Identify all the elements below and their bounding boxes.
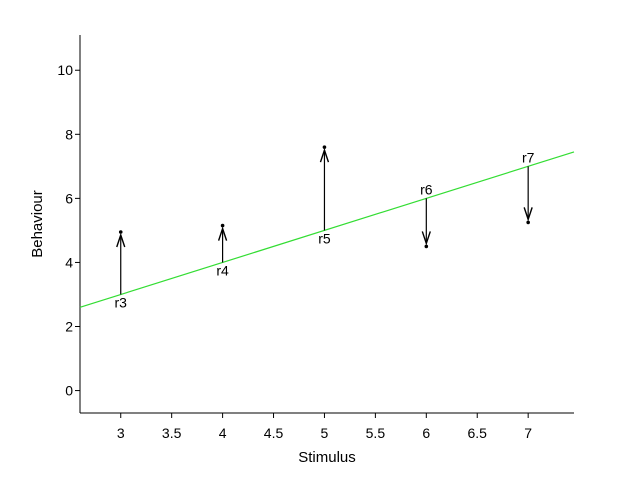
residual-arrow-head [523,207,533,222]
x-tick-label: 3.5 [162,425,182,441]
y-tick-label: 10 [57,62,73,78]
residual-label: r5 [318,230,331,246]
residual-r4: r4 [216,223,229,278]
x-tick-label: 6.5 [468,425,488,441]
x-tick-label: 4.5 [264,425,284,441]
x-tick-label: 4 [219,425,227,441]
residual-r3: r3 [115,230,128,310]
y-tick-label: 6 [65,190,73,206]
residual-label: r7 [522,149,535,165]
observed-point [118,230,123,234]
y-tick-label: 4 [65,254,73,270]
residual-r6: r6 [420,181,433,249]
x-tick-label: 5 [321,425,329,441]
residual-arrow-head [319,147,330,163]
residual-r5: r5 [318,145,331,246]
x-axis-title: Stimulus [298,449,356,466]
residual-arrow-head [217,226,228,241]
observed-point [322,145,327,149]
x-ticks: 3 3.5 4 4.5 5 5.5 6 6.5 7 [117,413,532,441]
x-tick-label: 3 [117,425,125,441]
residual-label: r4 [216,262,229,278]
y-axis-title: Behaviour [29,190,46,258]
residual-label: r6 [420,181,433,197]
observed-point [220,223,225,228]
residuals: r3 r4 r5 r6 r7 [115,145,535,310]
residual-arrow-head [116,232,126,248]
x-tick-label: 7 [524,425,532,441]
residual-label: r3 [115,294,128,310]
y-tick-label: 2 [65,319,73,335]
regression-line-group [79,151,575,308]
axes [79,35,574,414]
x-tick-label: 6 [422,425,430,441]
y-tick-label: 0 [65,383,73,399]
x-tick-label: 5.5 [366,425,386,441]
observed-point [526,220,530,225]
observed-point [424,244,429,249]
residual-arrow-head [421,231,431,246]
y-ticks: 0 2 4 6 8 10 [57,62,80,399]
residual-r7: r7 [522,149,535,225]
regression-line [79,151,575,308]
y-tick-label: 8 [65,126,73,142]
